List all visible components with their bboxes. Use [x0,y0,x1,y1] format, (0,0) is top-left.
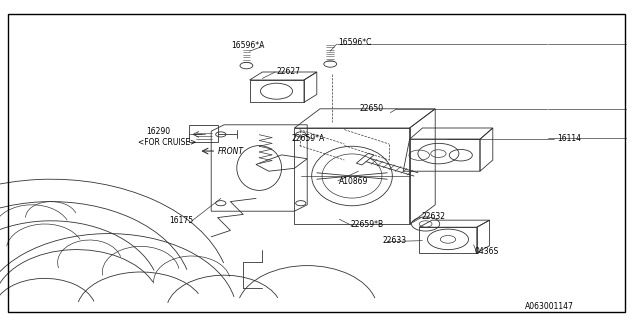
Text: 22659*A: 22659*A [291,134,324,143]
Text: 22632: 22632 [421,212,445,221]
Text: 0436S: 0436S [475,247,499,256]
Text: <FOR CRUISE>: <FOR CRUISE> [138,138,196,147]
Text: FRONT: FRONT [218,147,244,156]
Text: 16175: 16175 [170,216,194,225]
Text: 16596*C: 16596*C [338,38,371,47]
Text: 22650: 22650 [360,104,384,113]
Text: 16290: 16290 [146,127,170,136]
Text: 16114: 16114 [557,134,581,143]
Text: A10869: A10869 [339,177,369,186]
Text: 22627: 22627 [276,67,301,76]
Text: 16596*A: 16596*A [232,41,265,50]
Text: A063001147: A063001147 [525,302,573,311]
Text: 22633: 22633 [383,236,407,245]
Text: 22659*B: 22659*B [351,220,384,229]
